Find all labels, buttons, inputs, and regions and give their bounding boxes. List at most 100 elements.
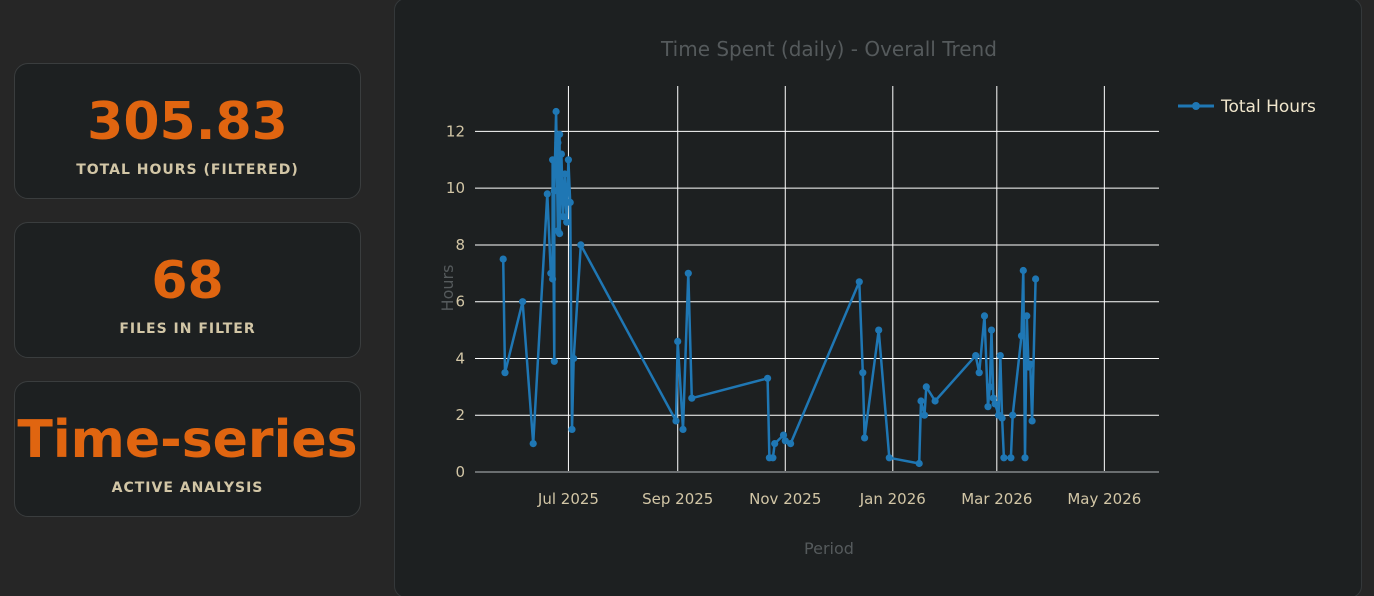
data-point — [561, 170, 569, 178]
data-point — [1007, 454, 1015, 462]
data-point — [674, 337, 682, 345]
metric-value-files-in-filter: 68 — [151, 251, 224, 311]
data-point — [1017, 332, 1026, 340]
data-point — [1023, 312, 1031, 320]
metric-label-total-hours: TOTAL HOURS (FILTERED) — [76, 162, 299, 178]
data-point — [989, 394, 997, 402]
data-point — [1026, 360, 1034, 368]
data-point — [769, 454, 777, 462]
legend-label-total-hours[interactable]: Total Hours — [1220, 97, 1316, 117]
y-tick-label: 4 — [455, 349, 465, 367]
data-point — [885, 454, 893, 462]
data-point — [557, 150, 565, 158]
data-point — [1032, 275, 1040, 283]
data-point — [501, 369, 509, 377]
data-point — [998, 414, 1006, 422]
data-point — [556, 230, 564, 238]
axes: 0 2 4 6 8 10 12 Jul 2025 Sep 2025 Nov 2025 Jan 202… — [446, 122, 1159, 508]
data-point — [972, 352, 980, 360]
metric-card-active-analysis: Time-series ACTIVE ANALYSIS — [14, 381, 361, 517]
x-tick-label: Jan 2026 — [859, 490, 926, 508]
metric-value-active-analysis: Time-series — [17, 410, 358, 470]
y-tick-label: 2 — [455, 406, 465, 424]
data-point — [1000, 454, 1008, 462]
y-tick-label: 10 — [446, 179, 465, 197]
data-point — [917, 397, 925, 405]
data-point — [550, 187, 558, 195]
metric-card-files-in-filter: 68 FILES IN FILTER — [14, 222, 361, 358]
data-point — [549, 156, 557, 164]
data-point — [779, 431, 788, 439]
data-point — [915, 459, 923, 468]
x-tick-label: Nov 2025 — [749, 490, 821, 508]
data-point — [566, 198, 574, 206]
data-point — [875, 326, 883, 334]
data-point — [1009, 411, 1017, 419]
data-point — [499, 255, 507, 263]
legend[interactable]: Total Hours — [1178, 97, 1316, 117]
data-point — [859, 369, 867, 377]
data-point — [550, 357, 558, 365]
data-point — [564, 156, 572, 164]
data-point — [1021, 454, 1029, 462]
metric-label-active-analysis: ACTIVE ANALYSIS — [111, 480, 264, 496]
x-tick-label: Mar 2026 — [961, 490, 1032, 508]
data-point — [577, 241, 585, 249]
data-point — [764, 374, 772, 382]
y-tick-label: 12 — [446, 122, 465, 140]
data-point — [570, 354, 578, 363]
metric-label-files-in-filter: FILES IN FILTER — [119, 321, 256, 337]
data-point — [984, 403, 992, 411]
data-point — [781, 437, 789, 445]
y-tick-label: 6 — [455, 293, 465, 311]
data-point — [861, 434, 869, 442]
gridlines — [475, 86, 1159, 472]
data-point — [679, 425, 687, 433]
data-point — [1019, 266, 1027, 275]
y-axis-title: Hours — [438, 265, 457, 312]
data-point — [552, 107, 560, 116]
data-point — [684, 269, 692, 277]
data-point — [931, 397, 939, 405]
data-point — [991, 400, 999, 408]
data-point — [529, 440, 537, 448]
legend-swatch-marker — [1192, 102, 1200, 110]
data-point — [771, 440, 779, 448]
data-point — [556, 130, 564, 138]
data-point — [920, 411, 929, 419]
metric-value-total-hours: 305.83 — [87, 92, 288, 152]
data-point — [543, 190, 551, 198]
chart-title: Time Spent (daily) - Overall Trend — [660, 37, 997, 61]
data-point — [559, 213, 567, 221]
chart-panel: Time Spent (daily) - Overall Trend 0 2 4 6 8… — [394, 0, 1362, 596]
data-point — [568, 425, 576, 433]
x-tick-label: May 2026 — [1067, 490, 1141, 508]
data-point — [855, 278, 863, 286]
time-spent-chart[interactable]: Time Spent (daily) - Overall Trend 0 2 4 6 8… — [395, 0, 1362, 596]
series-layer — [499, 107, 1040, 468]
data-point — [549, 275, 557, 283]
data-point — [672, 417, 680, 425]
data-point — [922, 383, 930, 391]
data-point — [986, 383, 994, 391]
series-line-total-hours — [501, 110, 1037, 465]
data-point — [519, 298, 527, 306]
data-point — [688, 394, 696, 402]
metrics-sidebar: 305.83 TOTAL HOURS (FILTERED) 68 FILES I… — [0, 0, 376, 596]
metric-card-total-hours: 305.83 TOTAL HOURS (FILTERED) — [14, 63, 361, 199]
x-tick-label: Sep 2025 — [642, 490, 713, 508]
data-point — [547, 269, 555, 277]
x-axis-title: Period — [804, 539, 854, 558]
data-point — [554, 139, 562, 147]
data-point — [987, 326, 996, 334]
data-point — [563, 218, 571, 226]
data-point — [787, 440, 795, 448]
data-point — [980, 312, 989, 320]
data-point — [996, 352, 1004, 360]
y-tick-label: 0 — [455, 463, 465, 481]
data-point — [1028, 417, 1036, 425]
data-point — [975, 369, 983, 377]
x-tick-label: Jul 2025 — [537, 490, 599, 508]
y-tick-label: 8 — [455, 236, 465, 254]
